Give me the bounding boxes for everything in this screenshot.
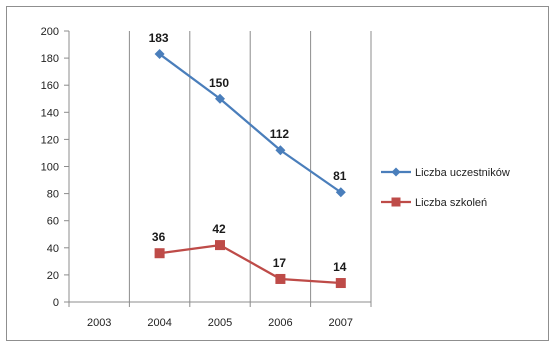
y-tick-label: 160 xyxy=(41,80,59,92)
data-labels: 183 150 112 81 36 42 17 14 xyxy=(149,31,347,274)
data-label: 112 xyxy=(270,127,290,141)
legend: Liczba uczestników Liczba szkoleń xyxy=(381,167,510,209)
y-tick-label: 200 xyxy=(41,26,59,38)
y-tick-label: 80 xyxy=(47,189,59,201)
legend-label: Liczba szkoleń xyxy=(415,197,487,209)
axes: 0 20 40 60 80 100 120 140 160 180 200 2003 2004 2005 2… xyxy=(41,26,372,329)
y-tick-label: 180 xyxy=(41,53,59,65)
x-tick-label: 2006 xyxy=(268,317,292,329)
data-label: 81 xyxy=(333,169,347,183)
series-line xyxy=(158,53,342,194)
legend-label: Liczba uczestników xyxy=(415,167,510,179)
legend-marker xyxy=(391,167,401,177)
y-tick-label: 60 xyxy=(47,216,59,228)
y-tick-label: 40 xyxy=(47,243,59,255)
data-label: 183 xyxy=(149,31,169,45)
data-point-marker xyxy=(335,187,346,198)
data-label: 150 xyxy=(209,76,229,90)
series xyxy=(154,49,346,289)
x-tick-label: 2003 xyxy=(87,317,111,329)
x-tick-label: 2004 xyxy=(147,317,171,329)
data-point-marker xyxy=(215,240,225,251)
line-chart: 0 20 40 60 80 100 120 140 160 180 200 2003 2004 2005 2… xyxy=(41,26,510,329)
y-tick-label: 20 xyxy=(47,270,59,282)
y-tick-label: 0 xyxy=(53,297,59,309)
data-point-marker xyxy=(215,93,225,104)
chart-frame: 0 20 40 60 80 100 120 140 160 180 200 2003 2004 2005 2… xyxy=(6,6,549,341)
data-point-marker xyxy=(275,145,286,156)
y-tick-label: 100 xyxy=(41,162,59,174)
data-point-marker xyxy=(154,248,165,259)
data-label: 42 xyxy=(212,222,226,236)
data-point-marker xyxy=(275,273,286,284)
data-point-marker xyxy=(335,278,346,289)
y-tick-label: 120 xyxy=(41,134,59,146)
data-point-marker xyxy=(154,49,165,60)
y-tick-label: 140 xyxy=(41,107,59,119)
x-tick-label: 2007 xyxy=(329,317,353,329)
data-label: 17 xyxy=(273,256,287,270)
x-tick-label: 2005 xyxy=(208,317,232,329)
series-line xyxy=(159,243,341,285)
data-label: 14 xyxy=(333,260,347,274)
data-label: 36 xyxy=(152,230,166,244)
legend-marker xyxy=(391,197,401,207)
